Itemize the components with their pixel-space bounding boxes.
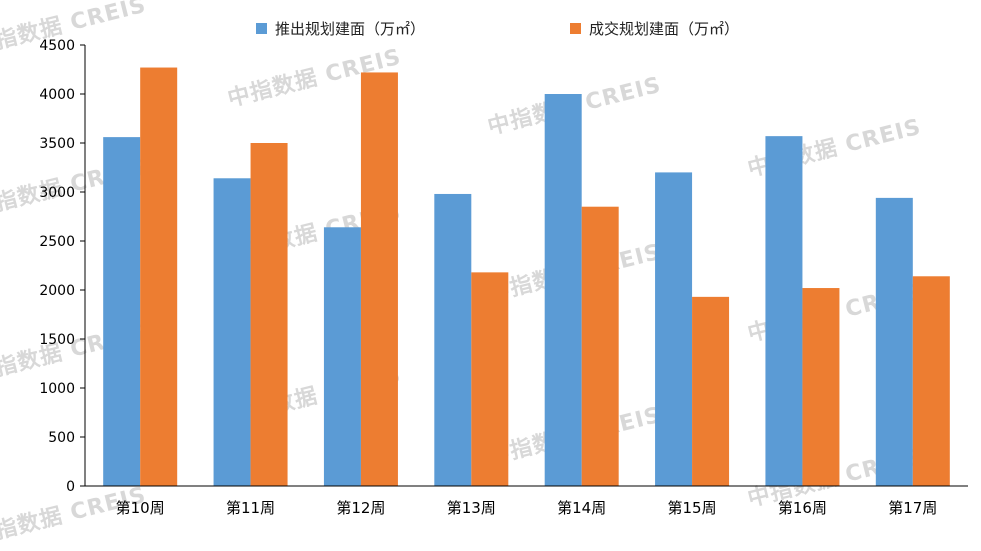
bar-series-2-2 [250,143,288,486]
bar-series-2-8 [912,276,950,486]
legend-label-series-2: 成交规划建面（万㎡） [589,20,740,38]
bar-series-1-4 [434,193,472,486]
y-tick-label: 4000 [39,87,75,103]
bar-series-1-8 [875,197,913,486]
x-tick-label: 第14周 [557,499,606,517]
x-tick-label: 第10周 [116,499,165,517]
bar-series-2-7 [802,288,840,486]
bar-series-1-7 [765,136,803,486]
y-tick-label: 3500 [39,136,75,152]
x-tick-label: 第17周 [888,499,937,517]
bar-series-1-5 [544,94,582,486]
bar-series-2-4 [471,272,509,486]
bar-series-1-6 [655,172,693,486]
bar-series-2-1 [140,67,178,486]
y-tick-label: 0 [66,479,75,495]
bar-series-1-2 [213,178,251,486]
y-tick-label: 1000 [39,381,75,397]
x-tick-label: 第13周 [447,499,496,517]
x-tick-label: 第11周 [226,499,275,517]
bar-series-1-1 [103,137,141,486]
bar-series-2-5 [581,206,619,486]
bar-series-2-6 [692,296,730,486]
legend-item-series-2: 成交规划建面（万㎡） [570,18,739,39]
y-tick-label: 3000 [39,185,75,201]
x-tick-label: 第12周 [336,499,385,517]
bar-series-2-3 [360,72,398,486]
legend-swatch-series-1 [256,23,267,34]
x-tick-label: 第16周 [778,499,827,517]
bar-series-1-3 [323,227,361,486]
y-tick-label: 500 [48,430,75,446]
legend: 推出规划建面（万㎡） 成交规划建面（万㎡） [0,18,981,42]
x-tick-label: 第15周 [668,499,717,517]
legend-label-series-1: 推出规划建面（万㎡） [275,20,426,38]
y-tick-label: 2500 [39,234,75,250]
legend-item-series-1: 推出规划建面（万㎡） [256,18,425,39]
y-tick-label: 4500 [39,38,75,54]
legend-swatch-series-2 [570,23,581,34]
y-tick-label: 1500 [39,332,75,348]
y-tick-label: 2000 [39,283,75,299]
